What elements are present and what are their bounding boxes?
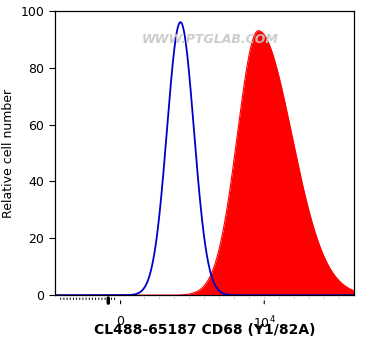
Text: $10^4$: $10^4$ [253,315,276,332]
Text: WWW.PTGLAB.COM: WWW.PTGLAB.COM [142,33,279,46]
X-axis label: CL488-65187 CD68 (Y1/82A): CL488-65187 CD68 (Y1/82A) [94,323,315,337]
Text: 0: 0 [116,315,124,328]
Y-axis label: Relative cell number: Relative cell number [2,89,15,217]
